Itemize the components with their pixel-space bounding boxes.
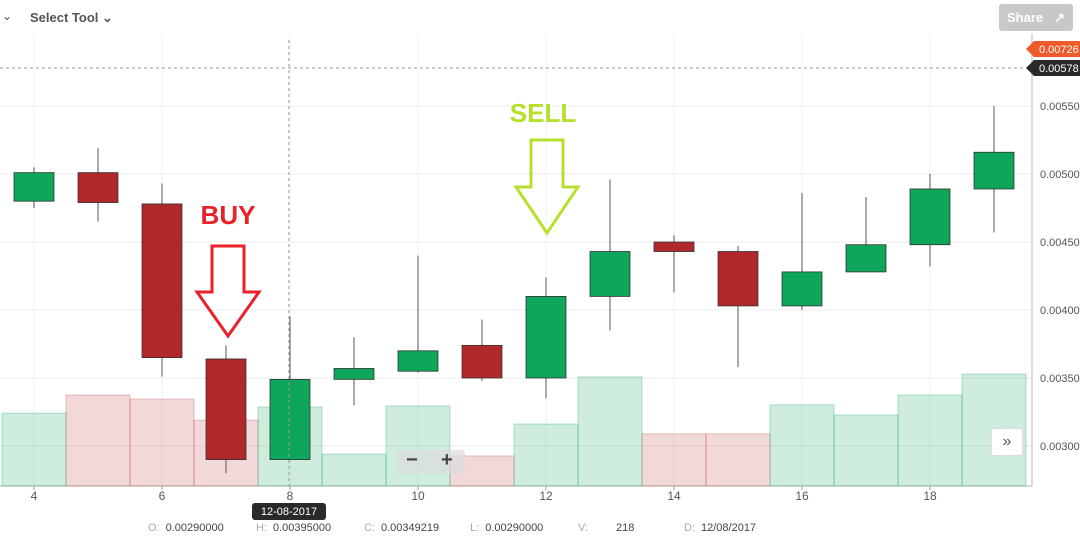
volume-bar bbox=[1, 412, 67, 487]
high-price-marker-label: 0.00726 bbox=[1039, 44, 1079, 56]
candle-body bbox=[525, 295, 567, 379]
crosshair-date-label: 12-08-2017 bbox=[261, 506, 317, 518]
x-tick-label: 4 bbox=[31, 489, 38, 503]
ohlc-high: H: 0.00395000 bbox=[256, 522, 332, 534]
candle-body bbox=[909, 188, 951, 246]
crosshair-date-badge bbox=[252, 503, 326, 520]
y-tick-label: 0.00350 bbox=[1040, 373, 1080, 385]
sell-arrow-icon bbox=[513, 138, 581, 236]
y-tick-label: 0.00550 bbox=[1040, 101, 1080, 113]
share-label: Share bbox=[1007, 10, 1044, 25]
candle-body bbox=[269, 378, 311, 460]
ohlc-volume: V: 218 bbox=[578, 522, 635, 534]
chevron-down-icon: ⌄ bbox=[102, 10, 113, 25]
x-tick-label: 12 bbox=[539, 489, 553, 503]
zoom-control: − + bbox=[397, 449, 465, 474]
volume-bar bbox=[577, 376, 643, 487]
ohlc-open: O: 0.00290000 bbox=[148, 522, 224, 534]
select-tool-dropdown[interactable]: Select Tool ⌄ bbox=[30, 10, 113, 26]
candle-body bbox=[13, 172, 55, 202]
zoom-out-button[interactable]: − bbox=[406, 449, 418, 471]
candle-body bbox=[845, 244, 887, 273]
candle-body bbox=[717, 251, 759, 307]
x-tick-label: 16 bbox=[795, 489, 809, 503]
candle-body bbox=[461, 344, 503, 379]
ohlc-date: D: 12/08/2017 bbox=[684, 522, 757, 534]
chevron-down-icon[interactable]: ⌄ bbox=[2, 9, 13, 23]
volume-bar bbox=[833, 414, 899, 487]
share-button[interactable]: Share ↗ bbox=[999, 4, 1073, 31]
sell-label: SELL bbox=[510, 98, 577, 128]
x-tick-label: 8 bbox=[287, 489, 294, 503]
candle-body bbox=[77, 172, 119, 203]
candle-body bbox=[781, 271, 823, 307]
volume-bar bbox=[513, 423, 579, 487]
volume-bar bbox=[769, 404, 835, 487]
y-tick-label: 0.00450 bbox=[1040, 237, 1080, 249]
share-icon: ↗ bbox=[1054, 10, 1065, 25]
y-tick-label: 0.00400 bbox=[1040, 305, 1080, 317]
high-price-marker bbox=[1026, 41, 1080, 57]
candle-body bbox=[333, 368, 375, 380]
last-price-marker bbox=[1026, 60, 1080, 76]
scroll-to-latest-button[interactable]: » bbox=[991, 428, 1023, 456]
buy-arrow-icon bbox=[194, 244, 262, 339]
x-tick-label: 6 bbox=[159, 489, 166, 503]
ohlc-low: L: 0.00290000 bbox=[470, 522, 544, 534]
candle-body bbox=[589, 251, 631, 297]
y-tick-label: 0.00300 bbox=[1040, 441, 1080, 453]
y-tick-label: 0.00500 bbox=[1040, 169, 1080, 181]
candle-body bbox=[397, 350, 439, 372]
x-tick-label: 14 bbox=[667, 489, 681, 503]
volume-bar bbox=[705, 433, 771, 487]
toolbar: ⌄ Select Tool ⌄ Share ↗ bbox=[0, 0, 1080, 34]
volume-bar bbox=[321, 453, 387, 487]
last-price-marker-label: 0.00578 bbox=[1039, 63, 1079, 75]
candle-body bbox=[973, 151, 1015, 190]
select-tool-label: Select Tool bbox=[30, 10, 99, 25]
candle-body bbox=[205, 358, 247, 460]
ohlc-close: C: 0.00349219 bbox=[364, 522, 440, 534]
x-tick-label: 18 bbox=[923, 489, 937, 503]
x-tick-label: 10 bbox=[411, 489, 425, 503]
volume-bar bbox=[897, 394, 963, 487]
zoom-in-button[interactable]: + bbox=[441, 449, 453, 471]
volume-bar bbox=[641, 433, 707, 487]
volume-bar bbox=[65, 394, 131, 487]
buy-label: BUY bbox=[201, 200, 256, 230]
candle-body bbox=[141, 203, 183, 358]
volume-bar bbox=[129, 398, 195, 487]
candle-body bbox=[653, 241, 695, 252]
